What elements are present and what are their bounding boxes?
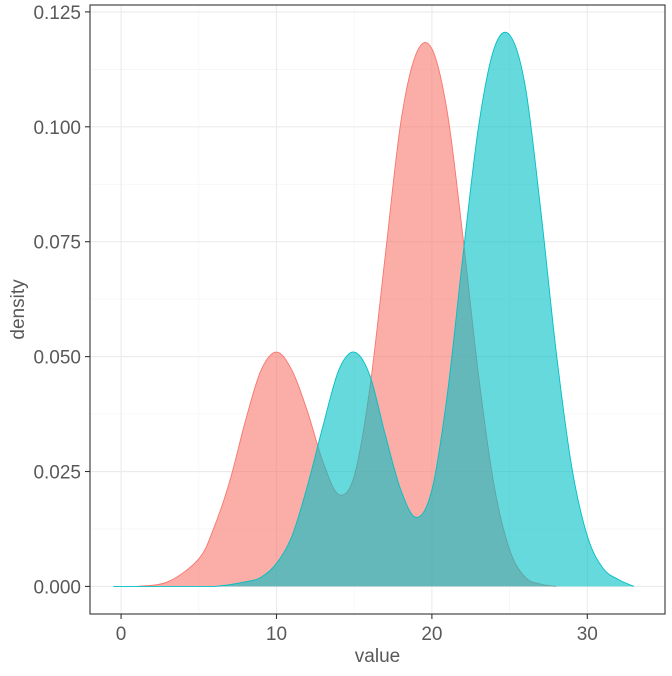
density-outline-2 [113,31,635,587]
y-tick-label: 0.100 [33,118,81,139]
density-area-2 [113,32,634,587]
y-tick-label: 0.125 [33,3,81,24]
y-axis-title: density [8,279,29,340]
axes: 0 10 20 30 0.000 0.025 0.050 0.075 0.100 0.125 [33,3,597,645]
y-tick-label: 0.075 [33,233,81,254]
panel-border [89,4,666,615]
x-tick-label: 30 [577,624,598,645]
y-tick-label: 0.025 [33,463,81,484]
x-tick-label: 10 [266,624,287,645]
x-tick-label: 0 [116,624,127,645]
y-tick-label: 0.050 [33,348,81,369]
density-series [113,31,635,587]
x-tick-label: 20 [421,624,442,645]
y-tick-label: 0.000 [33,577,81,598]
x-axis-title: value [355,646,400,667]
